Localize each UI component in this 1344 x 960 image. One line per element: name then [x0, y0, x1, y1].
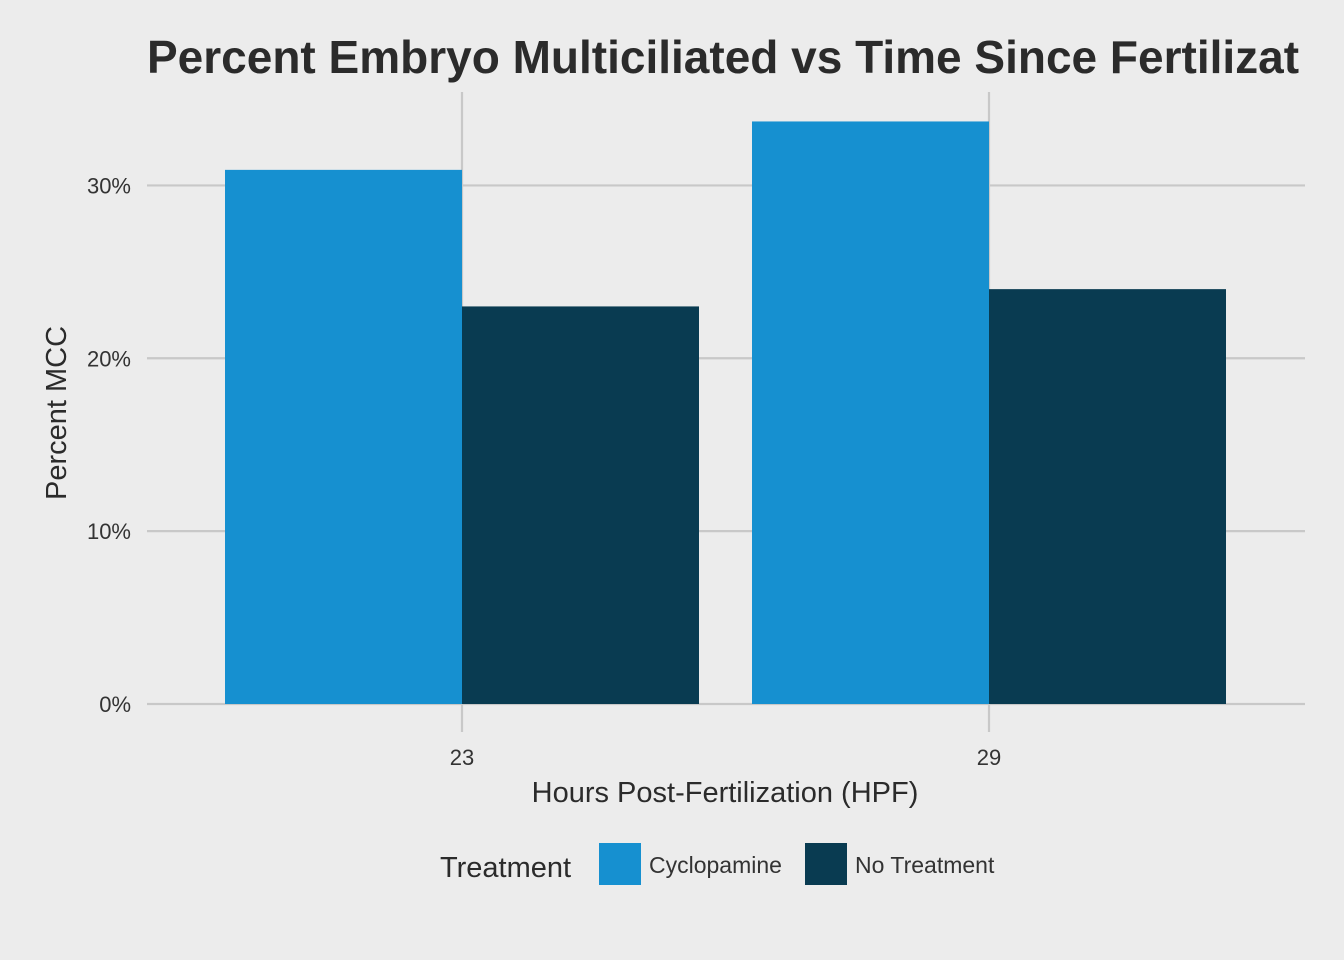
y-axis-title: Percent MCC: [41, 326, 73, 500]
bar-cyclopamine-23: [225, 169, 462, 704]
y-tick-label: 0%: [99, 692, 131, 717]
legend: Treatment Cyclopamine No Treatment: [440, 843, 995, 885]
tick-labels: 0% 10% 20% 30% 23 29: [87, 173, 1001, 770]
legend-key-cyclopamine: [599, 843, 641, 885]
legend-title: Treatment: [440, 852, 571, 884]
x-axis-title: Hours Post-Fertilization (HPF): [532, 777, 919, 809]
legend-label: Cyclopamine: [649, 852, 782, 878]
bar-no-treatment-29: [989, 289, 1226, 704]
bars-layer: [225, 121, 1226, 705]
legend-key-no-treatment: [805, 843, 847, 885]
x-tick-label: 23: [450, 745, 474, 770]
legend-items: Cyclopamine No Treatment: [599, 843, 995, 885]
y-tick-label: 10%: [87, 519, 131, 544]
legend-label: No Treatment: [855, 852, 995, 878]
y-tick-label: 20%: [87, 346, 131, 371]
chart-title: Percent Embryo Multiciliated vs Time Sin…: [147, 31, 1299, 83]
y-tick-label: 30%: [87, 173, 131, 198]
bar-cyclopamine-29: [752, 121, 989, 705]
x-tick-label: 29: [977, 745, 1001, 770]
bar-no-treatment-23: [462, 306, 699, 704]
